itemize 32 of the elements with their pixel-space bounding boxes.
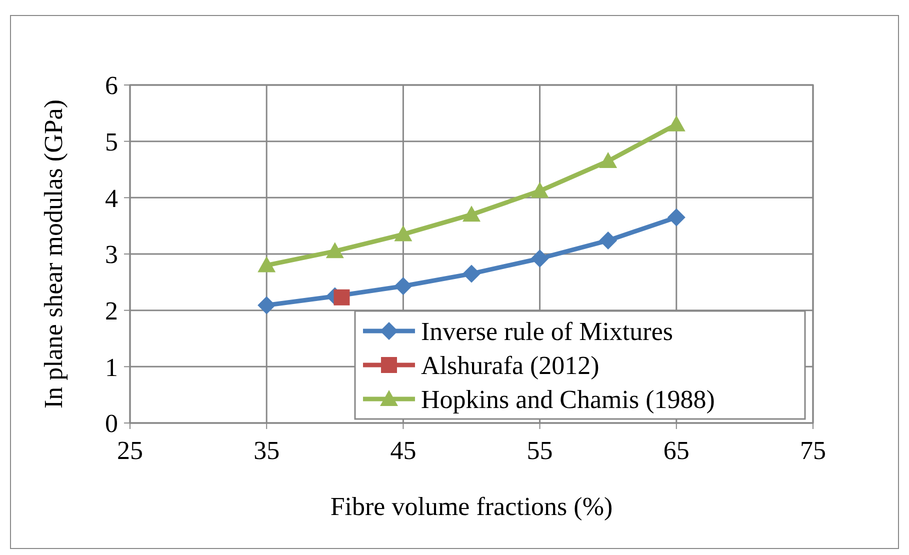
x-tick-label: 55 [526,436,553,465]
point [530,250,549,268]
y-tick-label: 3 [105,240,118,270]
legend-label: Inverse rule of Mixtures [421,317,673,346]
point [462,264,480,283]
point [258,256,276,272]
y-tick-label: 0 [105,409,118,438]
y-tick-label: 1 [105,352,118,382]
point [530,182,549,198]
point [394,277,412,296]
y-tick-label: 2 [105,296,118,326]
point [462,206,480,222]
y-tick-label: 4 [105,184,118,213]
point [599,152,618,168]
point [599,231,618,250]
y-tick-label: 6 [105,71,118,100]
point [394,225,412,242]
x-tick-label: 65 [663,436,690,465]
x-tick-label: 75 [800,436,826,465]
legend-label: Hopkins and Chamis (1988) [421,385,715,414]
x-tick-label: 45 [390,436,416,465]
point [258,296,276,314]
point [667,208,686,226]
y-axis-title: In plane shear modulas (GPa) [39,99,68,409]
x-tick-label: 35 [254,436,280,465]
point [667,115,686,132]
y-tick-label: 5 [105,127,118,156]
x-axis-title: Fibre volume fractions (%) [330,492,613,521]
x-tick-label: 25 [117,436,143,465]
legend-label: Alshurafa (2012) [421,351,600,380]
point [334,289,350,306]
point [326,242,344,258]
